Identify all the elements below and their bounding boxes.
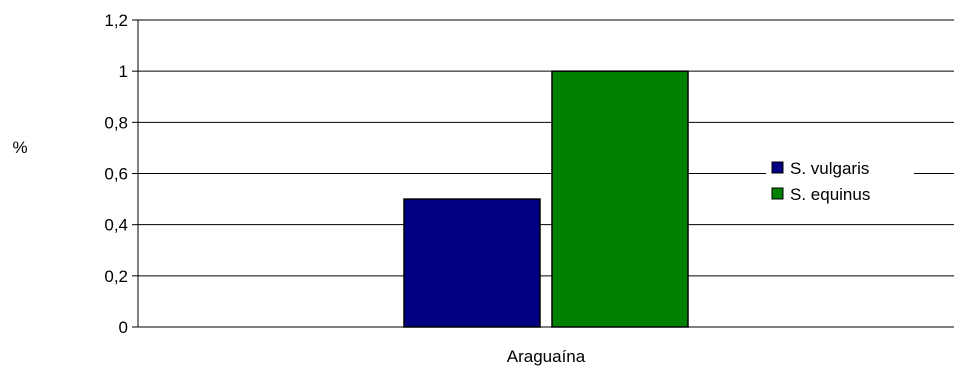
legend: S. vulgaris S. equinus bbox=[766, 152, 914, 208]
y-tick-label: 0,2 bbox=[104, 267, 128, 286]
y-tick-labels: 0 0,2 0,4 0,6 0,8 1 1,2 bbox=[104, 11, 138, 337]
y-tick-label: 0,8 bbox=[104, 113, 128, 132]
x-tick-label: Araguaína bbox=[507, 347, 586, 366]
bar-s-vulgaris bbox=[403, 198, 541, 328]
legend-box bbox=[766, 152, 914, 208]
y-tick-label: 0,6 bbox=[104, 165, 128, 184]
legend-label: S. vulgaris bbox=[790, 159, 869, 178]
x-tick-labels: Araguaína bbox=[507, 347, 586, 366]
y-axis-label: % bbox=[12, 138, 27, 157]
y-tick-label: 1 bbox=[119, 62, 128, 81]
y-tick-label: 0,4 bbox=[104, 216, 128, 235]
legend-swatch bbox=[771, 161, 784, 174]
y-tick-label: 1,2 bbox=[104, 11, 128, 30]
gridlines bbox=[138, 19, 954, 277]
bar-s-equinus bbox=[551, 70, 689, 328]
legend-swatch bbox=[771, 187, 784, 200]
y-tick-label: 0 bbox=[119, 318, 128, 337]
bars bbox=[403, 70, 689, 328]
legend-label: S. equinus bbox=[790, 185, 870, 204]
